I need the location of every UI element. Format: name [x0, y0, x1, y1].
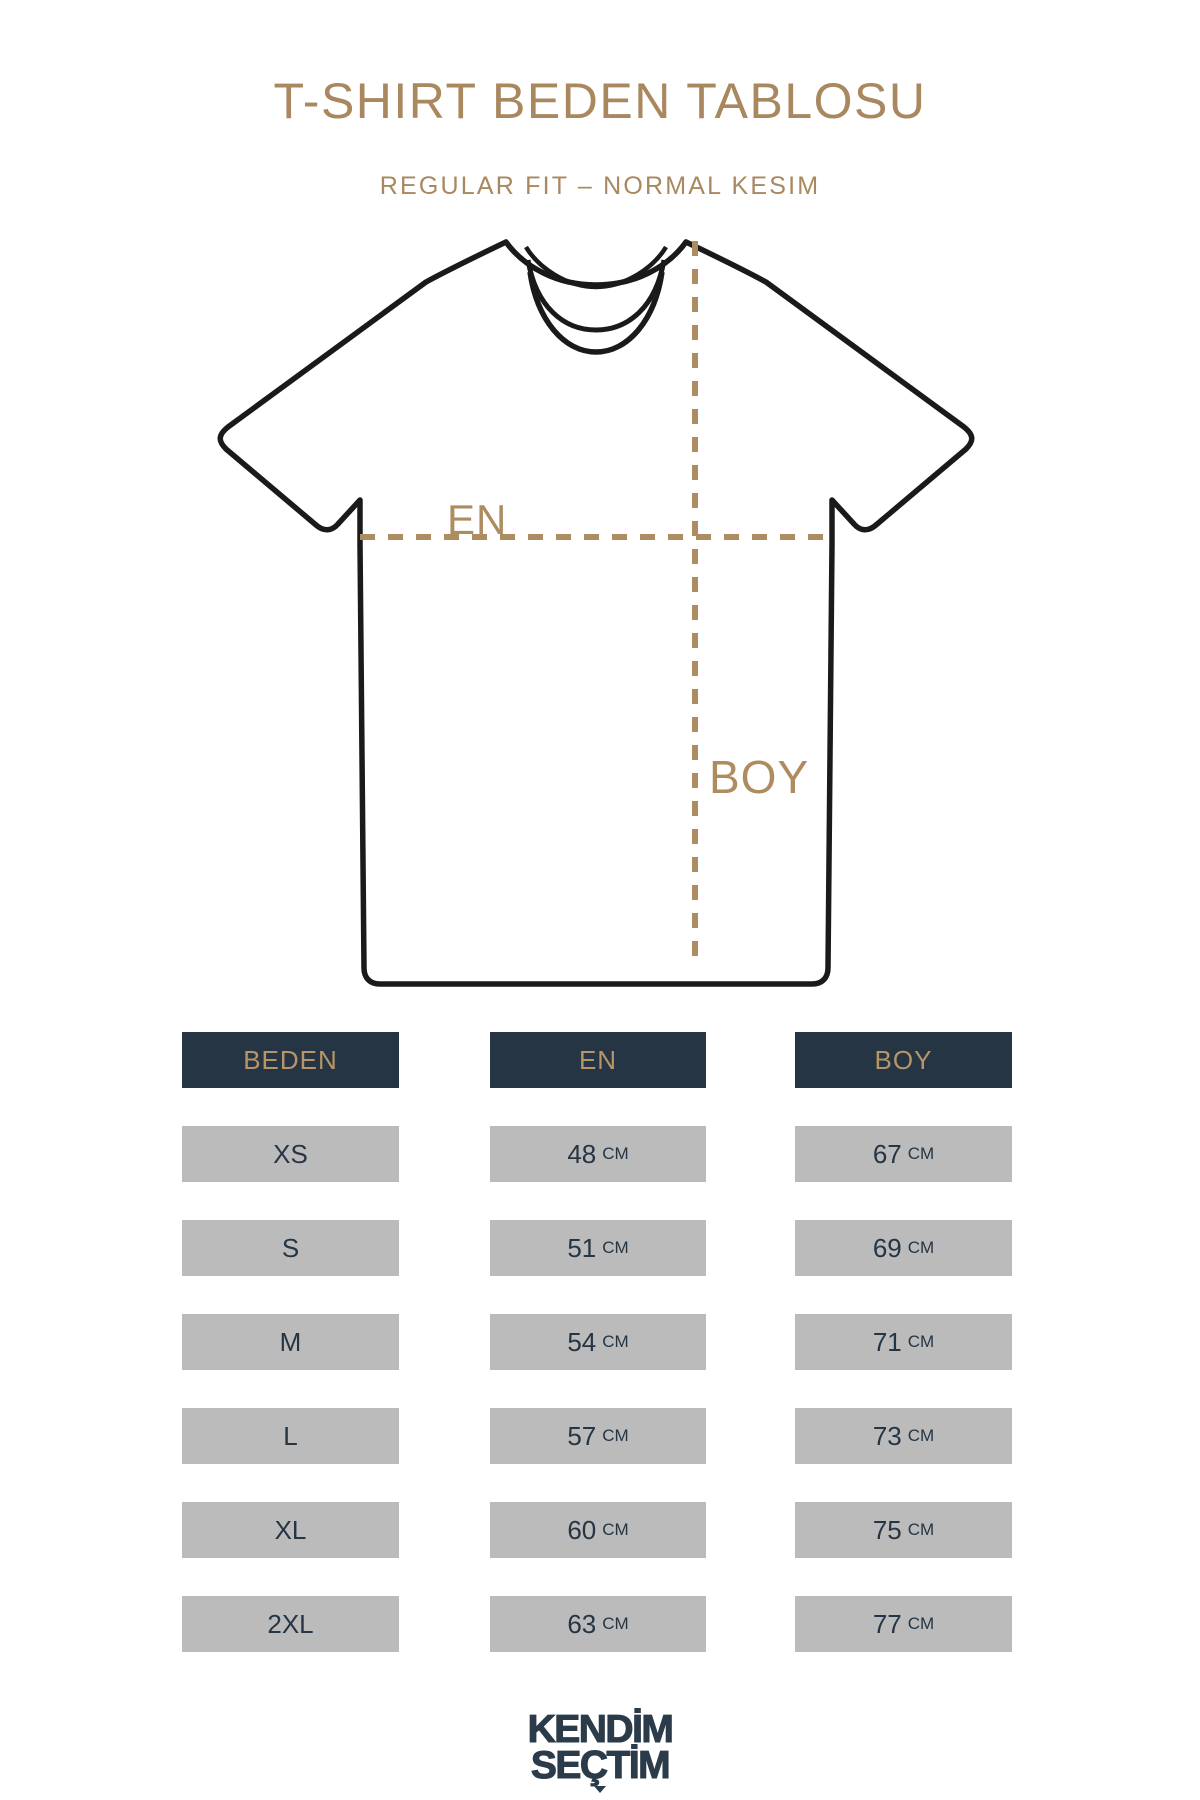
svg-text:EN: EN — [447, 496, 507, 543]
svg-text:BOY: BOY — [709, 751, 809, 803]
